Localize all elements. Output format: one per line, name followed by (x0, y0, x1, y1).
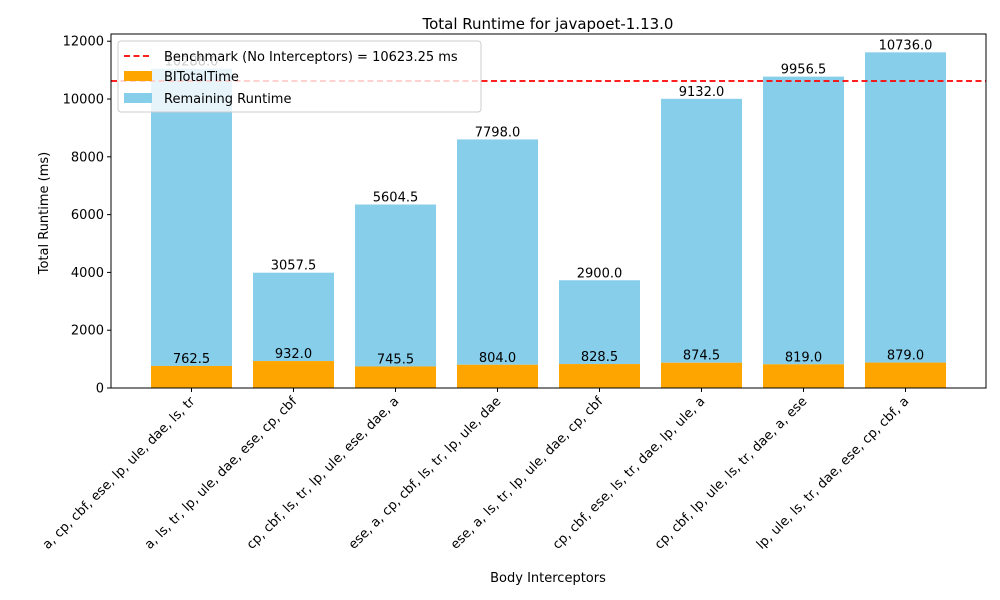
bar-label-remaining-runtime: 5604.5 (373, 190, 419, 205)
bar-bitotaltime (355, 366, 436, 388)
bar-label-remaining-runtime: 2900.0 (577, 266, 623, 281)
bar-label-bitotaltime: 932.0 (275, 347, 312, 362)
legend-remaining-swatch (124, 93, 152, 103)
bar-remaining-runtime (253, 272, 334, 362)
bar-remaining-runtime (355, 204, 436, 367)
bar-label-bitotaltime: 828.5 (581, 350, 618, 365)
chart-title: Total Runtime for javapoet-1.13.0 (422, 15, 674, 33)
bar-labels-group: 762.510288.0932.03057.5745.55604.5804.07… (165, 38, 933, 367)
bar-remaining-runtime (661, 98, 742, 363)
x-axis-label: Body Interceptors (490, 571, 606, 586)
bar-bitotaltime (457, 364, 538, 388)
y-tick-label: 10000 (63, 93, 104, 108)
y-tick-label: 2000 (71, 324, 104, 339)
bar-label-bitotaltime: 879.0 (887, 349, 924, 364)
bars-group (151, 52, 946, 388)
bar-remaining-runtime (151, 68, 232, 366)
y-axis-label: Total Runtime (ms) (37, 152, 52, 276)
bar-label-bitotaltime: 762.5 (173, 352, 210, 367)
bar-bitotaltime (763, 364, 844, 388)
legend: Benchmark (No Interceptors) = 10623.25 m… (117, 40, 482, 113)
legend-bitotaltime-swatch (124, 71, 152, 81)
legend-bitotaltime-label: BITotalTime (164, 70, 239, 85)
y-tick-label: 4000 (71, 266, 104, 281)
legend-box (117, 40, 482, 113)
bar-label-bitotaltime: 745.5 (377, 352, 414, 367)
bar-bitotaltime (253, 361, 334, 388)
bar-remaining-runtime (763, 76, 844, 365)
bar-label-remaining-runtime: 9956.5 (781, 63, 827, 78)
legend-remaining-label: Remaining Runtime (164, 92, 291, 107)
plot-frame (110, 33, 987, 389)
y-tick-label: 12000 (63, 35, 104, 50)
bar-label-bitotaltime: 874.5 (683, 349, 720, 364)
bar-remaining-runtime (865, 52, 946, 363)
bar-bitotaltime (661, 362, 742, 388)
bar-remaining-runtime (457, 139, 538, 365)
legend-benchmark-label: Benchmark (No Interceptors) = 10623.25 m… (164, 50, 458, 65)
bar-bitotaltime (559, 364, 640, 388)
y-tick-label: 0 (96, 382, 104, 397)
bar-bitotaltime (151, 365, 232, 388)
bar-label-bitotaltime: 819.0 (785, 350, 822, 365)
bar-bitotaltime (865, 362, 946, 388)
bar-label-remaining-runtime: 7798.0 (475, 125, 521, 140)
bar-label-remaining-runtime: 3057.5 (271, 259, 317, 274)
bar-label-remaining-runtime: 9132.0 (679, 85, 725, 100)
y-tick-label: 8000 (71, 150, 104, 165)
bar-label-bitotaltime: 804.0 (479, 351, 516, 366)
y-axis: 0 2000 4000 6000 8000 10000 12000 (63, 35, 111, 397)
bar-remaining-runtime (559, 280, 640, 365)
y-tick-label: 6000 (71, 208, 104, 223)
bar-label-remaining-runtime: 10736.0 (879, 38, 933, 53)
x-axis: a, cp, cbf, ese, lp, ule, dae, ls, tra, … (40, 388, 912, 553)
